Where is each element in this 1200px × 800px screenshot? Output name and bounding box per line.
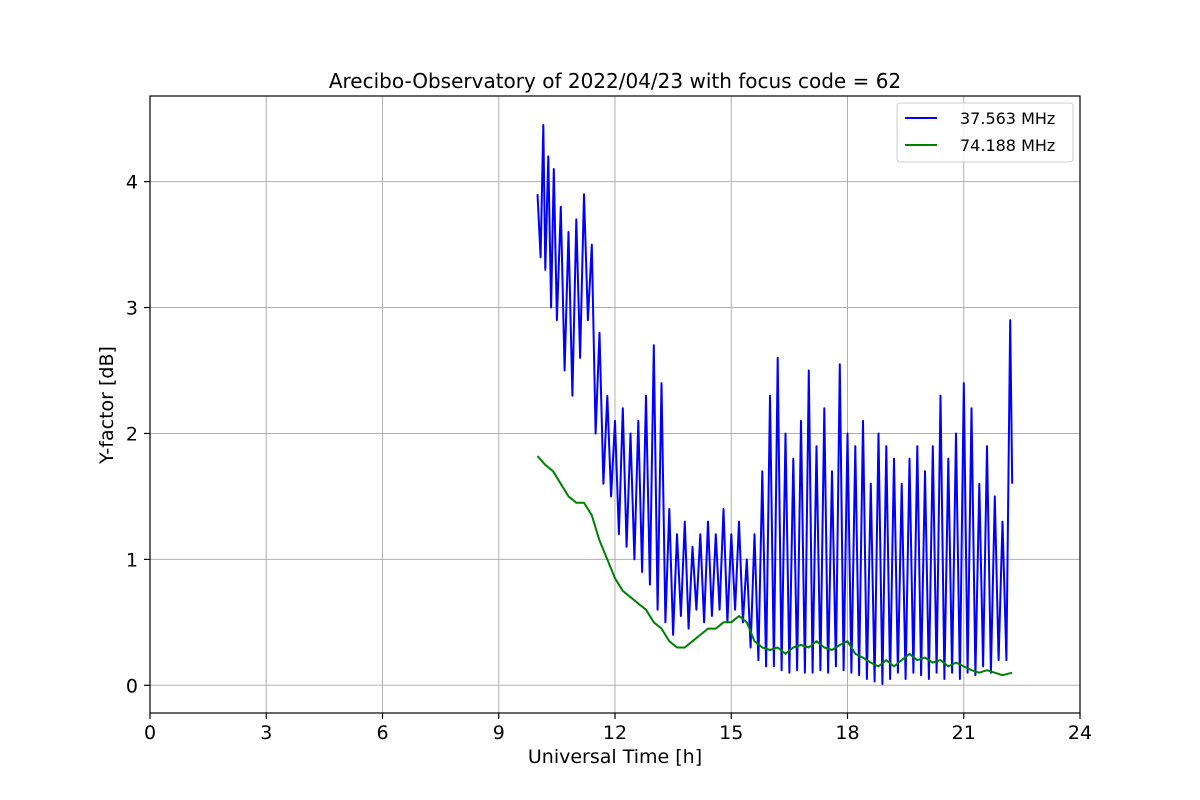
x-tick-label: 6 bbox=[376, 722, 388, 744]
series-layer bbox=[536, 124, 1014, 685]
x-tick-label: 18 bbox=[835, 722, 859, 744]
series-line-2 bbox=[536, 455, 1013, 677]
legend: 37.563 MHz 74.188 MHz bbox=[896, 102, 1074, 163]
legend-label-series-1: 37.563 MHz bbox=[960, 109, 1055, 128]
legend-box bbox=[896, 102, 1074, 163]
x-tick-label: 3 bbox=[260, 722, 272, 744]
x-tick-label: 0 bbox=[144, 722, 156, 744]
x-tick-label: 15 bbox=[719, 722, 743, 744]
x-tick-label: 9 bbox=[493, 722, 505, 744]
y-tick-label: 4 bbox=[126, 172, 138, 194]
x-axis-label: Universal Time [h] bbox=[528, 746, 702, 768]
x-tick-label: 24 bbox=[1068, 722, 1092, 744]
chart-title: Arecibo-Observatory of 2022/04/23 with f… bbox=[329, 69, 901, 93]
y-axis-label: Y-factor [dB] bbox=[96, 346, 118, 465]
x-tick-label: 21 bbox=[952, 722, 976, 744]
y-tick-label: 2 bbox=[126, 423, 138, 445]
y-tick-label: 0 bbox=[126, 675, 138, 697]
y-tick-label: 1 bbox=[126, 549, 138, 571]
legend-label-series-2: 74.188 MHz bbox=[960, 136, 1055, 155]
series-line-1 bbox=[536, 124, 1014, 685]
y-tick-label: 3 bbox=[126, 298, 138, 320]
x-tick-label: 12 bbox=[603, 722, 627, 744]
